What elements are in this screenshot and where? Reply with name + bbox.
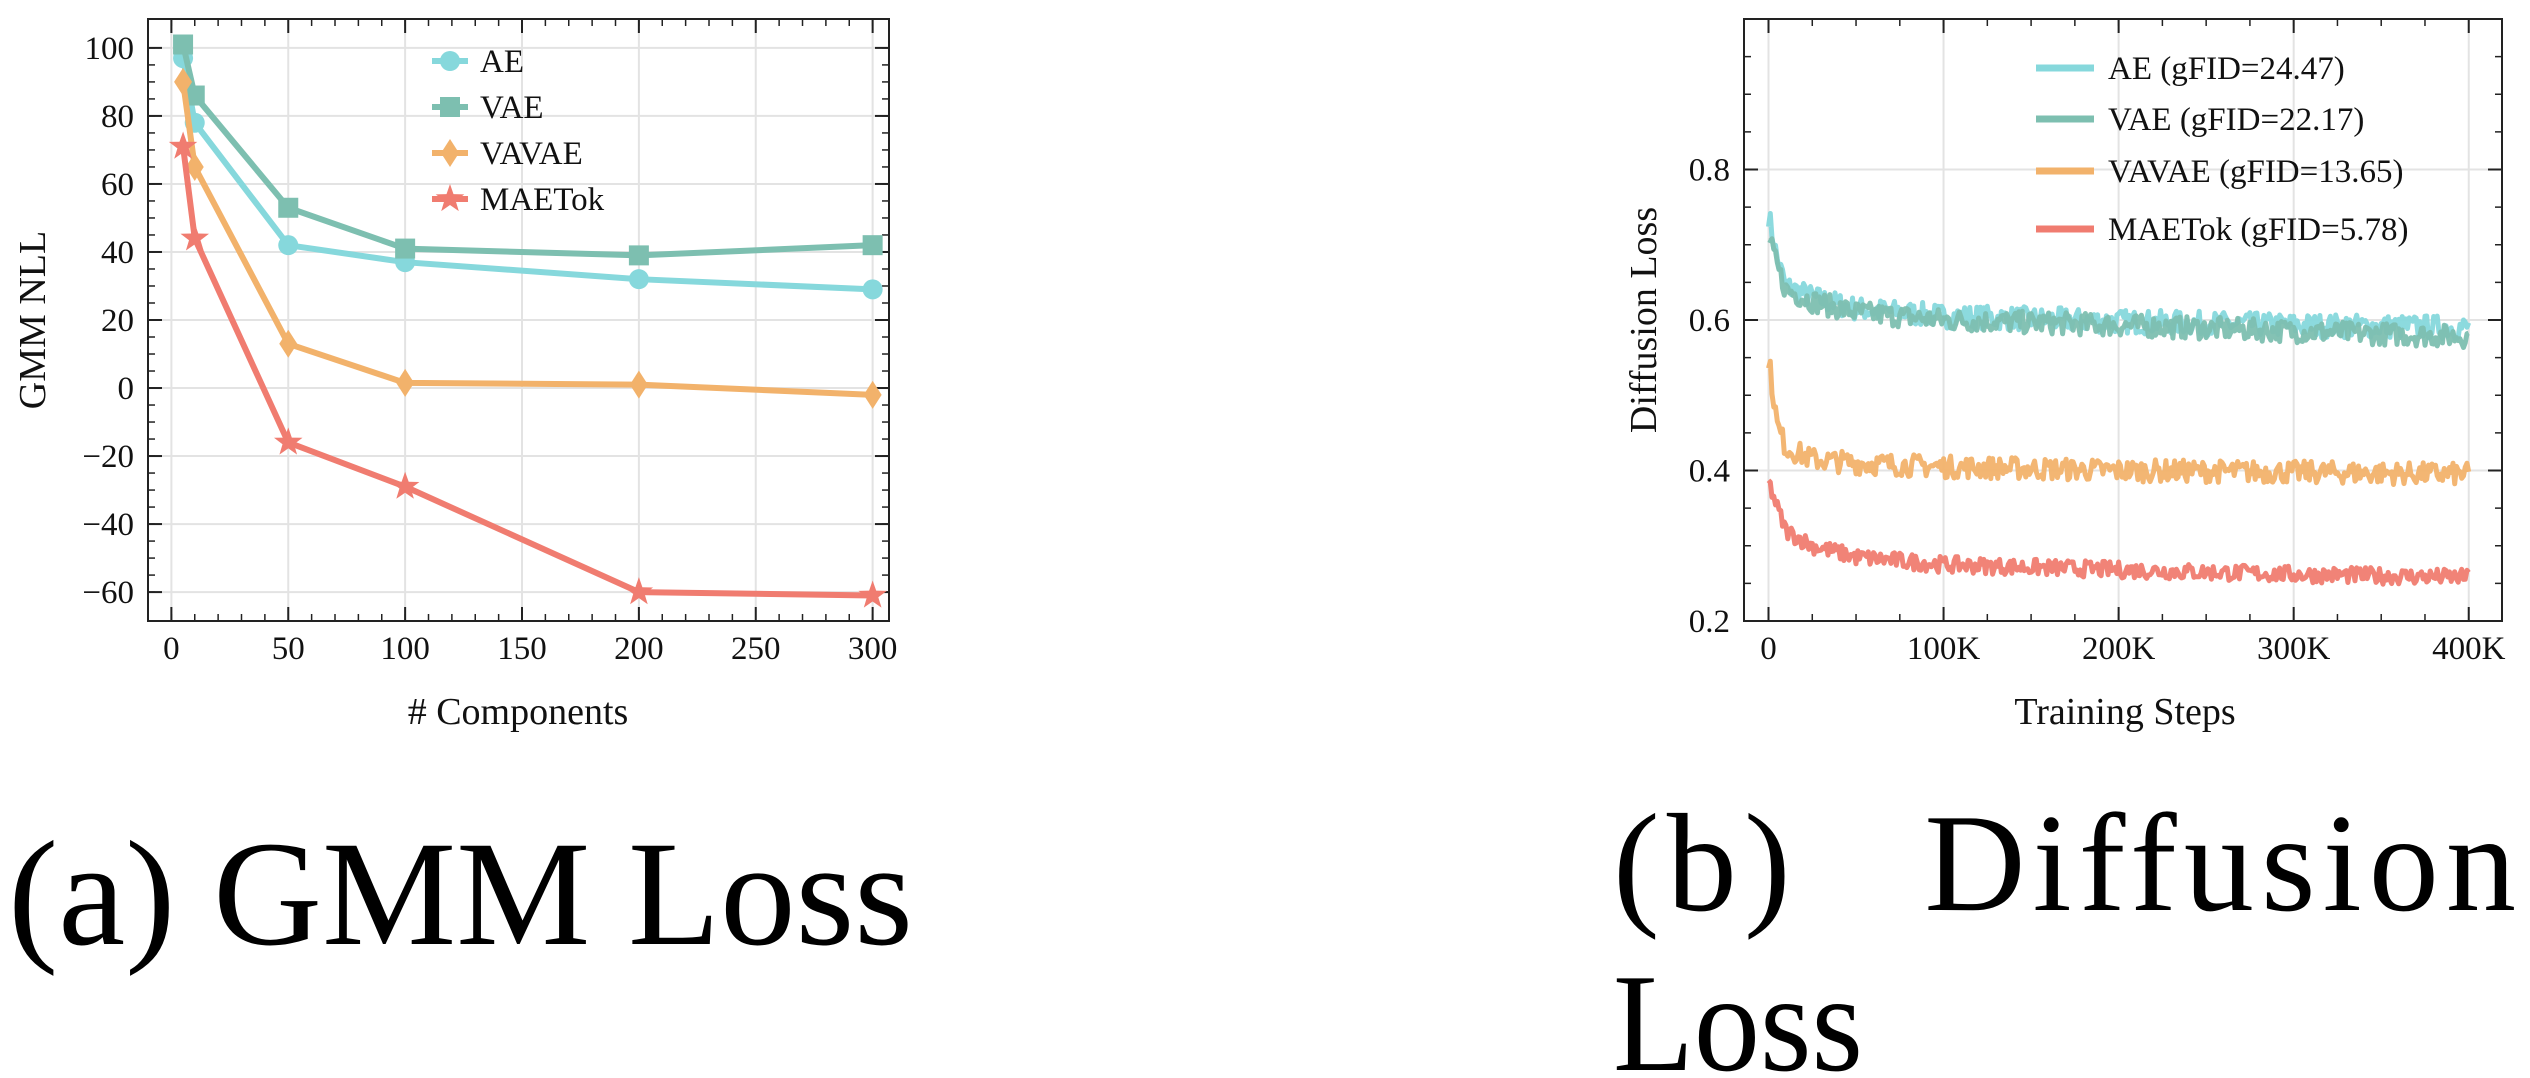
gmm-x-axis-label: # Components [408, 691, 629, 733]
diffusion-y-tick-label: 0.2 [1689, 604, 1730, 640]
gmm-x-tick-label: 150 [497, 631, 547, 667]
gmm-series-line-vavae [180, 81, 873, 398]
diffusion-y-tick-label: 0.4 [1689, 454, 1730, 490]
gmm-point-vae [184, 85, 205, 106]
gmm-point-vae [395, 238, 416, 259]
gmm-y-tick-label: 40 [101, 235, 134, 271]
gmm-x-tick-label: 50 [272, 631, 305, 667]
diffusion-legend-label-maetok: MAETok (gFID=5.78) [2108, 212, 2408, 248]
gmm-y-tick-label: 80 [101, 99, 134, 135]
gmm-legend-marker-vae [440, 97, 460, 117]
gmm-x-tick-label: 250 [731, 631, 781, 667]
gmm-series-line-maetok [180, 146, 873, 599]
gmm-point-vavae [279, 329, 298, 358]
gmm-x-tick-label: 200 [614, 631, 664, 667]
gmm-point-maetok [180, 223, 209, 251]
diffusion-series-line-vavae [1766, 358, 2472, 487]
gmm-series-line-ae [180, 57, 873, 293]
gmm-point-maetok [274, 427, 303, 455]
gmm-x-tick-label: 0 [163, 631, 180, 667]
gmm-point-ae [628, 269, 649, 290]
diffusion-legend-label-vavae: VAVAE (gFID=13.65) [2108, 154, 2404, 190]
gmm-y-tick-label: 100 [85, 31, 135, 67]
gmm-y-axis-label: GMM NLL [12, 231, 54, 409]
caption-b-line2: Loss [1613, 946, 1863, 1078]
diffusion-loss-chart: 0 100K 200K 300K 400K 0.8 0.6 0.4 0.2 AE (gFID=24… [1689, 18, 2506, 667]
diffusion-axes-frame [1743, 18, 2503, 622]
diffusion-series-line-vae [1767, 236, 2470, 350]
gmm-point-maetok [624, 577, 654, 605]
gmm-y-tick-label: −40 [82, 507, 134, 543]
gmm-y-tick-label: 20 [101, 303, 134, 339]
diffusion-legend-label-vae: VAE (gFID=22.17) [2108, 102, 2364, 138]
gmm-point-vae [278, 197, 299, 218]
gmm-legend-label-vavae: VAVAE [480, 136, 583, 172]
diffusion-y-tick-label: 0.8 [1689, 153, 1730, 189]
gmm-point-vavae [629, 370, 648, 399]
diffusion-y-axis-label: Diffusion Loss [1623, 207, 1665, 433]
caption-a: (a) GMM Loss [8, 811, 913, 977]
gmm-legend-label-ae: AE [480, 44, 524, 80]
gmm-legend-marker-vavae [441, 139, 459, 167]
diffusion-x-tick-label: 0 [1760, 631, 1777, 667]
gmm-point-vavae [174, 67, 193, 96]
gmm-legend-label-maetok: MAETok [480, 182, 605, 218]
gmm-point-vavae [396, 368, 415, 397]
gmm-point-maetok [390, 471, 420, 499]
gmm-y-tick-label: −20 [82, 439, 134, 475]
caption-b-line1: (b) Diffusion [1613, 786, 2516, 941]
gmm-point-maetok [858, 580, 887, 608]
diffusion-series-line-maetok [1766, 478, 2471, 587]
gmm-point-vavae [185, 152, 204, 181]
diffusion-x-tick-label: 200K [2082, 631, 2156, 667]
gmm-legend-label-vae: VAE [480, 90, 544, 126]
gmm-point-vavae [863, 380, 882, 409]
gmm-legend-marker-maetok [435, 184, 465, 212]
gmm-x-tick-label: 100 [380, 631, 430, 667]
gmm-point-ae [862, 279, 883, 300]
gmm-loss-chart: 0 50 100 150 200 250 300100806040200−20−40−60A… [82, 18, 898, 667]
diffusion-y-tick-label: 0.6 [1689, 303, 1730, 339]
diffusion-x-tick-label: 400K [2432, 631, 2506, 667]
diffusion-legend-label-ae: AE (gFID=24.47) [2108, 51, 2345, 87]
diffusion-x-tick-label: 300K [2257, 631, 2331, 667]
gmm-y-tick-label: 60 [101, 167, 134, 203]
gmm-point-maetok [168, 131, 198, 159]
gmm-point-ae [278, 235, 299, 256]
gmm-y-tick-label: −60 [82, 575, 134, 611]
gmm-legend-marker-ae [440, 51, 460, 71]
gmm-point-vae [628, 245, 649, 266]
diffusion-x-axis-label: Training Steps [2014, 691, 2235, 733]
gmm-point-vae [862, 235, 883, 256]
gmm-axes-frame [147, 18, 890, 622]
diffusion-x-tick-label: 100K [1907, 631, 1981, 667]
gmm-x-tick-label: 300 [848, 631, 898, 667]
gmm-y-tick-label: 0 [118, 371, 135, 407]
gmm-point-vae [173, 34, 194, 55]
